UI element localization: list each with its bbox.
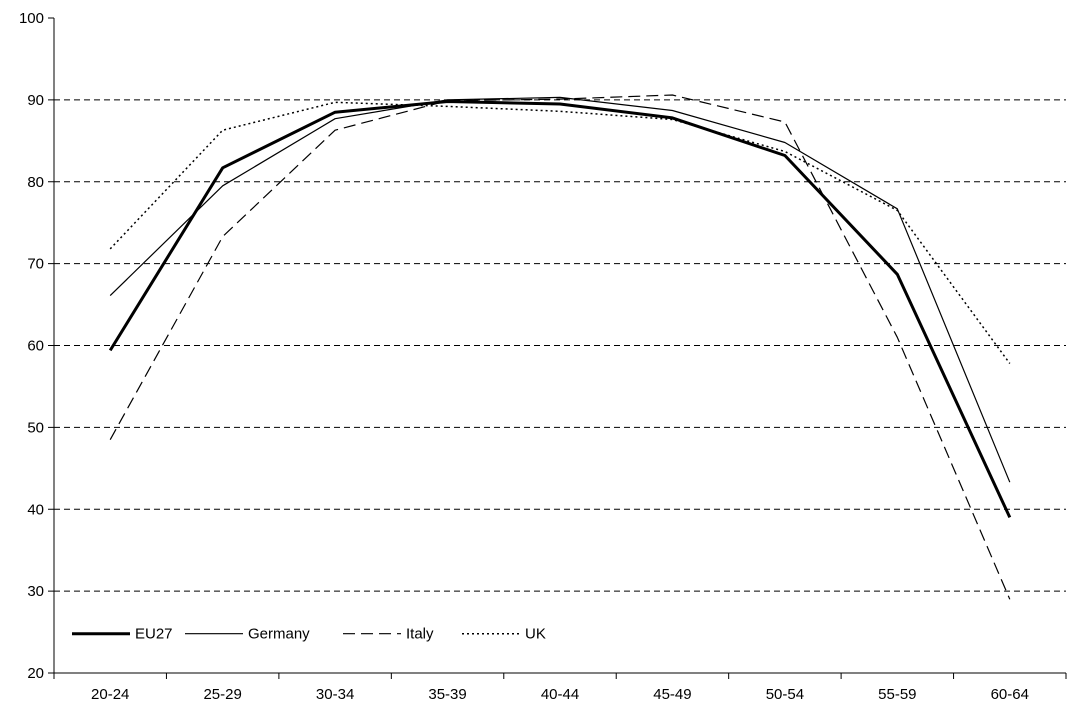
- y-tick-label: 20: [27, 665, 44, 682]
- x-tick-label: 40-44: [541, 686, 579, 703]
- legend-label-italy: Italy: [406, 626, 434, 643]
- legend-label-uk: UK: [525, 626, 546, 643]
- series-line-germany: [109, 96, 1011, 483]
- legend-label-germany: Germany: [248, 626, 310, 643]
- y-tick-label: 60: [27, 338, 44, 355]
- x-tick-label: 45-49: [653, 686, 691, 703]
- series-line-uk: [109, 101, 1011, 364]
- x-tick-label: 50-54: [766, 686, 804, 703]
- series-lines: [108, 94, 1012, 600]
- x-tick-label: 55-59: [878, 686, 916, 703]
- x-axis-ticks: 20-24 25-29 30-34 35-39 40-44 45-49 50-54 55-59…: [53, 673, 1067, 703]
- series-line-eu27: [108, 100, 1012, 519]
- x-tick-label: 25-29: [203, 686, 241, 703]
- y-tick-label: 90: [27, 92, 44, 109]
- x-tick-label: 35-39: [428, 686, 466, 703]
- x-tick-label: 20-24: [91, 686, 129, 703]
- grid-lines: [54, 99, 1066, 592]
- legend: EU27 Germany Italy UK: [72, 626, 546, 643]
- y-tick-label: 100: [19, 10, 44, 27]
- y-axis-ticks: 20 30 40 50 60 70 80 90 100: [19, 10, 54, 682]
- y-tick-label: 50: [27, 419, 44, 436]
- y-tick-label: 80: [27, 174, 44, 191]
- x-tick-label: 60-64: [991, 686, 1029, 703]
- y-tick-label: 70: [27, 256, 44, 273]
- x-tick-label: 30-34: [316, 686, 354, 703]
- series-line-italy: [109, 94, 1011, 600]
- legend-label-eu27: EU27: [135, 626, 173, 643]
- y-tick-label: 30: [27, 583, 44, 600]
- y-tick-label: 40: [27, 501, 44, 518]
